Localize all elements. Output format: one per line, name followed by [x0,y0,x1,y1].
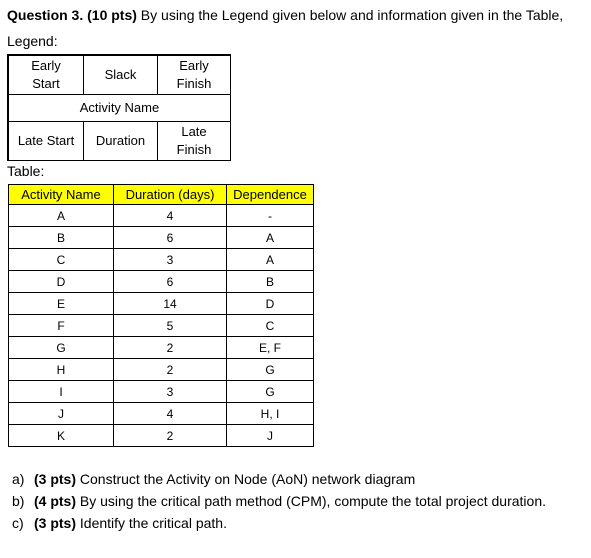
legend-late-finish: Late Finish [157,121,231,161]
cell-dependence: G [226,358,314,381]
cell-duration: 14 [113,292,227,315]
legend-early-finish: Early Finish [157,55,231,95]
cell-activity: G [8,336,114,359]
cell-dependence: D [226,292,314,315]
part-a: a) (3 pts) Construct the Activity on Node… [12,468,546,490]
table-row: G 2 E, F [8,336,314,359]
legend-late-start: Late Start [8,121,84,161]
question-label: Question 3. (10 pts) [7,7,137,23]
cell-duration: 5 [113,314,227,337]
part-b-pts: (4 pts) [34,493,76,509]
cell-duration: 6 [113,226,227,249]
cell-duration: 4 [113,204,227,227]
part-a-pts: (3 pts) [34,471,76,487]
question-heading: Question 3. (10 pts) By using the Legend… [7,7,563,23]
cell-dependence: E, F [226,336,314,359]
part-b-num: b) [12,493,25,509]
part-a-num: a) [12,471,25,487]
part-c-num: c) [12,515,24,531]
cell-duration: 2 [113,336,227,359]
cell-duration: 3 [113,380,227,403]
cell-activity: F [8,314,114,337]
table-header-row: Activity Name Duration (days) Dependence [8,184,314,205]
cell-dependence: G [226,380,314,403]
legend-duration: Duration [83,121,158,161]
cell-dependence: - [226,204,314,227]
cell-activity: H [8,358,114,381]
cell-dependence: C [226,314,314,337]
part-c: c) (3 pts) Identify the critical path. [12,512,546,534]
cell-activity: C [8,248,114,271]
cell-activity: E [8,292,114,315]
cell-activity: B [8,226,114,249]
cell-duration: 2 [113,424,227,447]
part-b-text: By using the critical path method (CPM),… [76,493,547,509]
cell-duration: 6 [113,270,227,293]
table-row: E 14 D [8,292,314,315]
header-activity-name: Activity Name [8,184,114,205]
cell-dependence: H, I [226,402,314,425]
header-dependence: Dependence [226,184,314,205]
legend-box: Early Start Slack Early Finish Activity … [7,54,231,161]
cell-activity: I [8,380,114,403]
legend-early-start: Early Start [8,55,84,95]
cell-activity: D [8,270,114,293]
legend-slack: Slack [83,55,158,95]
cell-dependence: B [226,270,314,293]
cell-dependence: A [226,248,314,271]
cell-duration: 4 [113,402,227,425]
legend-activity-name: Activity Name [8,94,231,122]
table-label: Table: [7,163,45,179]
header-duration: Duration (days) [113,184,227,205]
cell-activity: A [8,204,114,227]
cell-dependence: J [226,424,314,447]
question-parts: a) (3 pts) Construct the Activity on Node… [12,468,546,534]
activity-table: Activity Name Duration (days) Dependence… [8,184,314,447]
cell-activity: J [8,402,114,425]
cell-activity: K [8,424,114,447]
legend-label: Legend: [7,33,58,49]
part-a-text: Construct the Activity on Node (AoN) net… [76,471,416,487]
question-text: By using the Legend given below and info… [136,7,564,23]
part-b: b) (4 pts) By using the critical path met… [12,490,546,512]
cell-dependence: A [226,226,314,249]
part-c-pts: (3 pts) [34,515,76,531]
part-c-text: Identify the critical path. [76,515,227,531]
table-row: J 4 H, I [8,402,314,425]
cell-duration: 2 [113,358,227,381]
cell-duration: 3 [113,248,227,271]
